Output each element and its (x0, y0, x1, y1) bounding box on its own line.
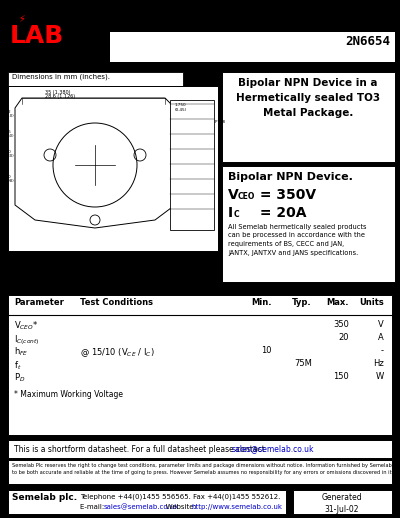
FancyBboxPatch shape (8, 440, 392, 458)
Text: C: C (234, 210, 240, 219)
Text: .: . (294, 444, 296, 453)
Text: f$_{t}$: f$_{t}$ (14, 359, 22, 371)
Text: Semelab Plc reserves the right to change test conditions, parameter limits and p: Semelab Plc reserves the right to change… (12, 463, 400, 475)
Text: Dimensions in mm (inches).: Dimensions in mm (inches). (12, 73, 110, 79)
Text: 150: 150 (333, 372, 349, 381)
Text: V: V (378, 320, 384, 329)
Text: This is a shortform datasheet. For a full datasheet please contact: This is a shortform datasheet. For a ful… (14, 444, 267, 453)
Text: -: - (381, 346, 384, 355)
Text: .250
(.098): .250 (.098) (3, 175, 15, 183)
Text: 10: 10 (262, 346, 272, 355)
Text: h$_{FE}$: h$_{FE}$ (14, 346, 28, 358)
Text: I$_{C(cont)}$: I$_{C(cont)}$ (14, 333, 40, 347)
Text: A: A (378, 333, 384, 342)
Text: .406
(.160): .406 (.160) (3, 130, 15, 138)
Text: LAB: LAB (10, 24, 64, 48)
FancyBboxPatch shape (8, 460, 392, 484)
Text: V: V (228, 188, 239, 202)
Text: Bipolar NPN Device.: Bipolar NPN Device. (228, 172, 353, 182)
Text: Hz: Hz (373, 359, 384, 368)
Text: Website:: Website: (159, 504, 198, 510)
Text: Semelab plc.: Semelab plc. (12, 493, 77, 502)
Text: sales@semelab.co.uk: sales@semelab.co.uk (104, 504, 179, 510)
Text: 20: 20 (338, 333, 349, 342)
Text: 350: 350 (333, 320, 349, 329)
Text: @ 15/10 (V$_{CE}$ / I$_{C}$): @ 15/10 (V$_{CE}$ / I$_{C}$) (80, 346, 154, 359)
Text: .330
(.130): .330 (.130) (3, 150, 15, 159)
FancyBboxPatch shape (222, 72, 395, 162)
Text: ⚡: ⚡ (18, 14, 25, 24)
Text: Generated
31-Jul-02: Generated 31-Jul-02 (322, 493, 362, 514)
FancyBboxPatch shape (170, 100, 214, 230)
Text: Typ.: Typ. (292, 298, 312, 307)
Text: = 350V: = 350V (255, 188, 316, 202)
Text: http://www.semelab.co.uk: http://www.semelab.co.uk (191, 504, 282, 510)
FancyBboxPatch shape (8, 295, 392, 435)
Text: Parameter: Parameter (14, 298, 64, 307)
Text: Test Conditions: Test Conditions (80, 298, 153, 307)
Text: Telephone +44(0)1455 556565. Fax +44(0)1455 552612.: Telephone +44(0)1455 556565. Fax +44(0)1… (80, 493, 280, 499)
Text: E-mail:: E-mail: (80, 504, 106, 510)
Text: 35 (1.380): 35 (1.380) (45, 90, 70, 95)
FancyBboxPatch shape (293, 490, 392, 514)
Text: * Maximum Working Voltage: * Maximum Working Voltage (14, 390, 123, 399)
Text: P 4.8: P 4.8 (215, 120, 225, 124)
FancyBboxPatch shape (110, 32, 395, 62)
Text: I: I (228, 206, 233, 220)
Text: Min.: Min. (252, 298, 272, 307)
Text: W: W (376, 372, 384, 381)
FancyBboxPatch shape (8, 490, 286, 514)
Text: 75M: 75M (294, 359, 312, 368)
Text: .532
(.210): .532 (.210) (3, 110, 15, 118)
Text: Max.: Max. (326, 298, 349, 307)
Text: 28.6 (1.126): 28.6 (1.126) (45, 94, 75, 99)
Text: V$_{CEO}$*: V$_{CEO}$* (14, 320, 38, 333)
FancyBboxPatch shape (8, 86, 218, 251)
FancyBboxPatch shape (0, 0, 400, 68)
Text: All Semelab hermetically sealed products
can be processed in accordance with the: All Semelab hermetically sealed products… (228, 224, 366, 255)
Text: sales@semelab.co.uk: sales@semelab.co.uk (232, 444, 314, 453)
Text: Units: Units (359, 298, 384, 307)
Text: = 20A: = 20A (255, 206, 306, 220)
Text: Bipolar NPN Device in a
Hermetically sealed TO3
Metal Package.: Bipolar NPN Device in a Hermetically sea… (236, 78, 380, 118)
Text: 2N6654: 2N6654 (345, 35, 390, 48)
Text: P$_{D}$: P$_{D}$ (14, 372, 25, 384)
Text: CEO: CEO (238, 192, 255, 201)
Text: 1.750
(0.45): 1.750 (0.45) (175, 103, 187, 111)
FancyBboxPatch shape (222, 166, 395, 282)
FancyBboxPatch shape (8, 72, 183, 86)
